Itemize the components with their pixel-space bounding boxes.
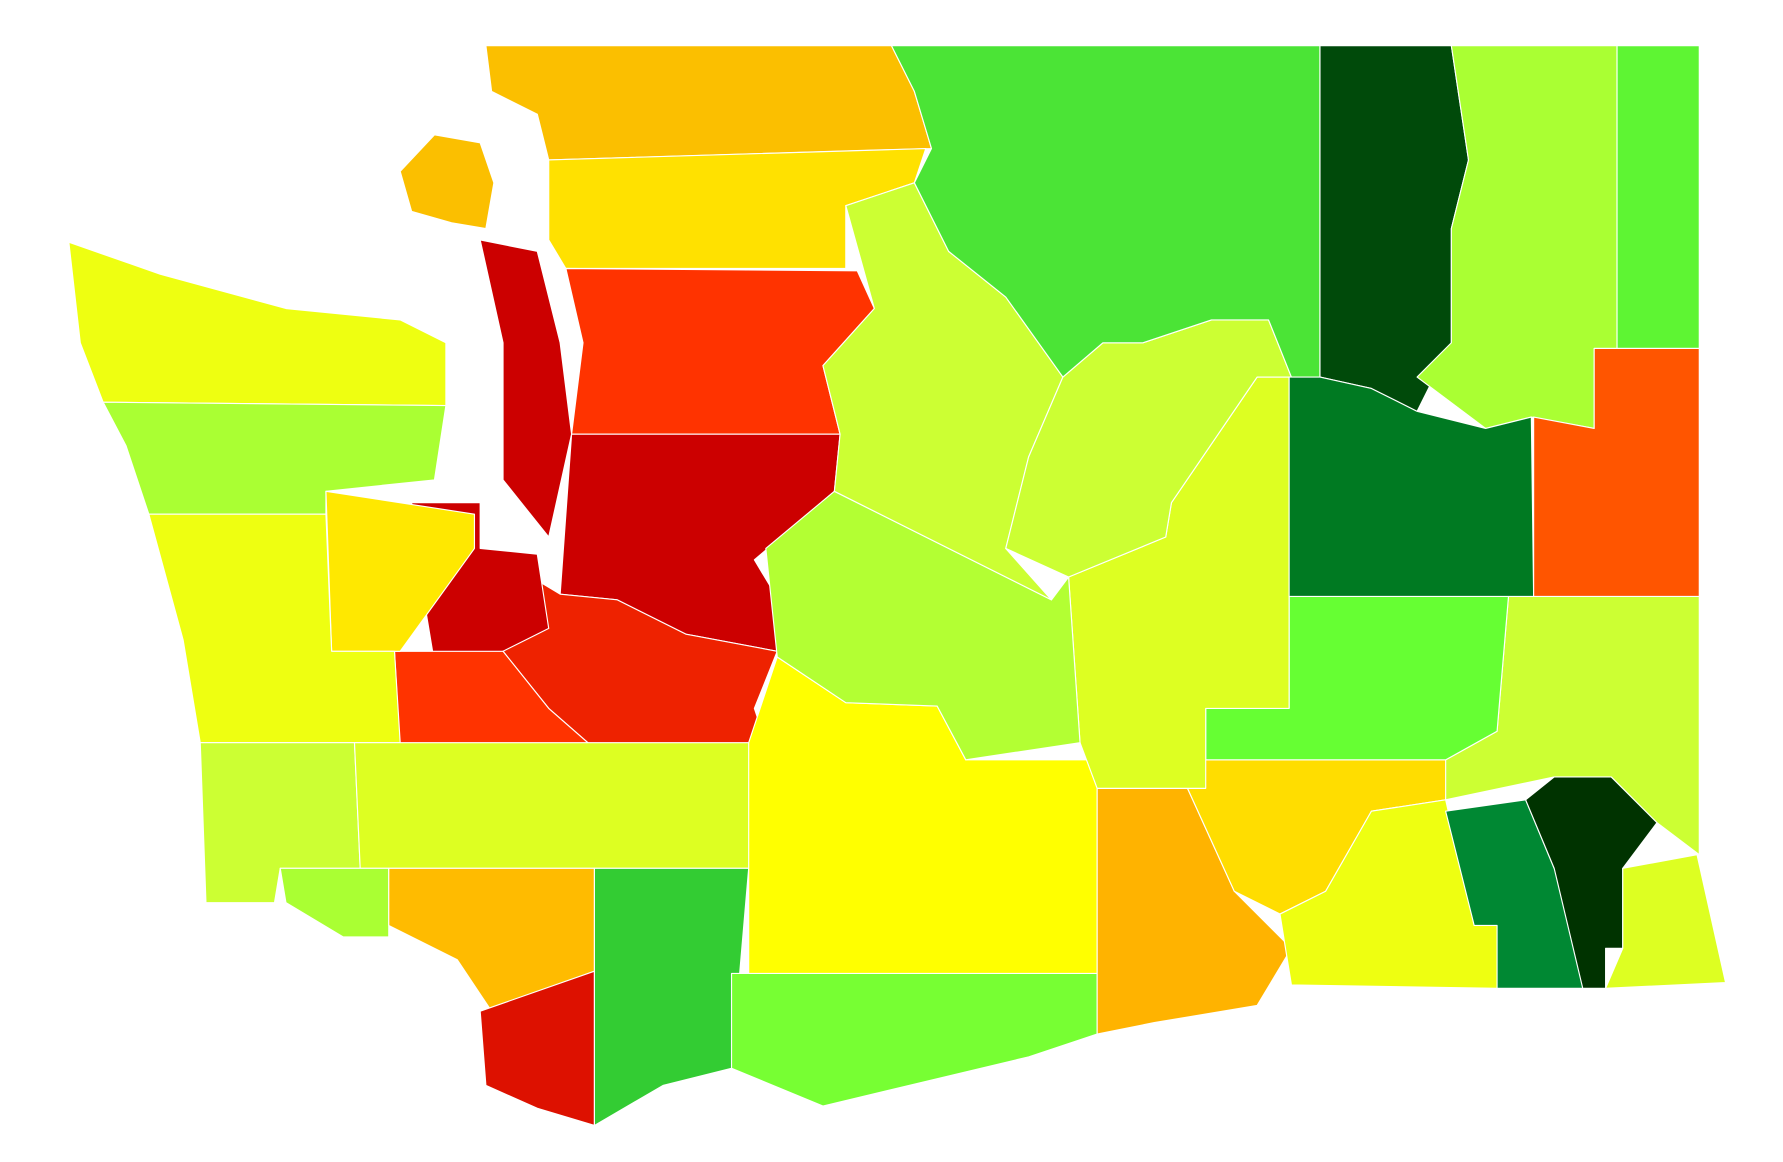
county — [279, 867, 390, 938]
county — [565, 267, 875, 435]
county — [479, 239, 573, 538]
county — [1533, 347, 1700, 597]
county — [1616, 45, 1700, 350]
county — [1288, 376, 1535, 597]
county — [548, 147, 927, 270]
county — [353, 742, 778, 869]
county — [399, 134, 495, 230]
county — [148, 513, 401, 744]
county — [68, 241, 447, 407]
county — [485, 45, 933, 161]
county — [102, 401, 447, 515]
county — [1605, 854, 1727, 989]
county — [479, 970, 596, 1127]
county — [593, 867, 750, 1127]
county — [730, 972, 1098, 1107]
